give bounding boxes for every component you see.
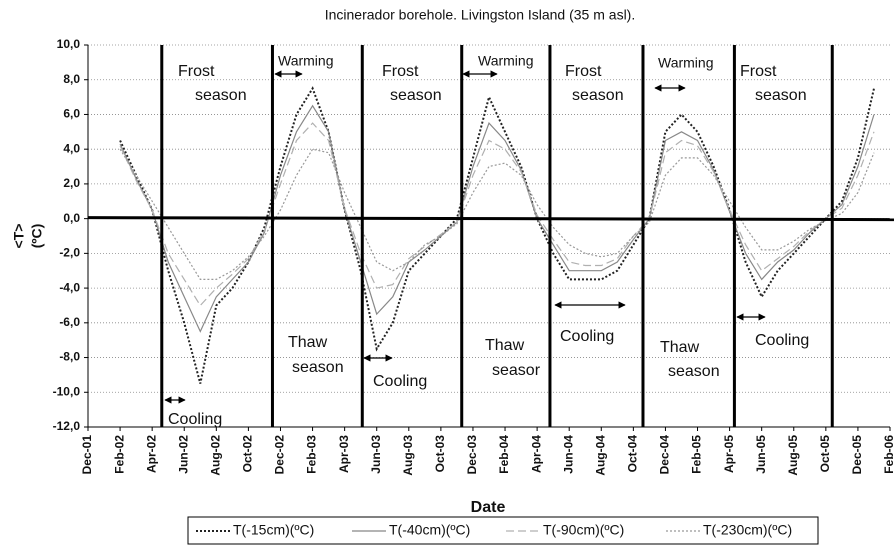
legend-label: T(-90cm)(ºC) bbox=[543, 522, 624, 538]
x-tick-label: Dec-04 bbox=[658, 435, 672, 475]
annotation: Warming bbox=[278, 53, 334, 69]
series-line bbox=[119, 104, 875, 333]
y-tick-label: 10,0 bbox=[57, 37, 81, 51]
annotation: Frost bbox=[565, 63, 602, 80]
x-tick-label: Dec-03 bbox=[465, 435, 479, 475]
x-tick-label: Apr-05 bbox=[722, 435, 736, 473]
x-tick-label: Apr-03 bbox=[337, 435, 351, 473]
legend-label: T(-40cm)(ºC) bbox=[389, 522, 470, 538]
x-tick-label: Apr-02 bbox=[144, 435, 158, 473]
x-tick-label: Oct-03 bbox=[433, 435, 447, 473]
x-tick-label: Apr-04 bbox=[529, 435, 543, 473]
legend-label: T(-230cm)(ºC) bbox=[703, 522, 792, 538]
y-tick-label: -2,0 bbox=[59, 246, 80, 260]
x-tick-label: Dec-01 bbox=[80, 435, 94, 475]
chart-title: Incinerador borehole. Livingston Island … bbox=[325, 7, 636, 23]
x-tick-label: Feb-03 bbox=[305, 435, 319, 474]
y-tick-label: 0,0 bbox=[63, 211, 80, 225]
x-tick-label: Oct-04 bbox=[626, 435, 640, 473]
annotation: Warming bbox=[658, 55, 714, 71]
x-tick-label: Dec-05 bbox=[850, 435, 864, 475]
legend-box bbox=[187, 516, 819, 545]
y-tick-label: -10,0 bbox=[53, 384, 81, 398]
series-line bbox=[119, 122, 875, 307]
series-line bbox=[119, 86, 875, 384]
x-tick-label: Aug-05 bbox=[786, 435, 800, 476]
annotation: season bbox=[292, 359, 344, 376]
x-axis-label: Date bbox=[471, 499, 506, 516]
x-tick-label: Feb-06 bbox=[882, 435, 894, 474]
annotation: Thaw bbox=[485, 337, 525, 354]
annotation: seasor bbox=[492, 362, 541, 379]
annotation: season bbox=[195, 87, 247, 104]
x-tick-label: Jun-04 bbox=[561, 435, 575, 474]
series-line bbox=[119, 148, 875, 280]
annotation: Frost bbox=[740, 63, 777, 80]
legend-label: T(-15cm)(ºC) bbox=[233, 522, 314, 538]
annotation: Thaw bbox=[660, 339, 700, 356]
annotation: season bbox=[668, 363, 720, 380]
annotation: season bbox=[755, 87, 807, 104]
x-tick-label: Dec-02 bbox=[273, 435, 287, 475]
y-tick-label: -12,0 bbox=[53, 419, 81, 433]
x-tick-label: Aug-02 bbox=[208, 435, 222, 476]
annotation: season bbox=[572, 87, 624, 104]
x-tick-label: Jun-05 bbox=[754, 435, 768, 474]
annotation: Cooling bbox=[168, 411, 222, 428]
annotation: Warming bbox=[478, 53, 534, 69]
y-axis-label: (ºC) bbox=[29, 224, 45, 249]
x-tick-label: Aug-03 bbox=[401, 435, 415, 476]
annotation: season bbox=[390, 87, 442, 104]
y-tick-label: -4,0 bbox=[59, 280, 80, 294]
y-tick-label: 6,0 bbox=[63, 107, 80, 121]
annotation: Thaw bbox=[288, 334, 328, 351]
y-tick-label: -8,0 bbox=[59, 350, 80, 364]
x-tick-label: Oct-05 bbox=[818, 435, 832, 473]
annotation: Frost bbox=[178, 63, 215, 80]
y-axis-label: <T> bbox=[11, 224, 27, 249]
annotation: Cooling bbox=[755, 332, 809, 349]
zero-line bbox=[87, 216, 894, 222]
annotation: Frost bbox=[382, 63, 419, 80]
x-tick-label: Aug-04 bbox=[593, 435, 607, 476]
annotation: Cooling bbox=[373, 373, 427, 390]
x-tick-label: Feb-05 bbox=[690, 435, 704, 474]
annotation: Cooling bbox=[560, 328, 614, 345]
y-tick-label: 8,0 bbox=[63, 72, 80, 86]
x-tick-label: Feb-02 bbox=[112, 435, 126, 474]
x-tick-label: Jun-03 bbox=[369, 435, 383, 474]
y-tick-label: 2,0 bbox=[63, 176, 80, 190]
x-tick-label: Feb-04 bbox=[497, 435, 511, 474]
y-tick-label: -6,0 bbox=[59, 315, 80, 329]
x-tick-label: Oct-02 bbox=[241, 435, 255, 473]
y-tick-label: 4,0 bbox=[63, 141, 80, 155]
x-tick-label: Jun-02 bbox=[176, 435, 190, 474]
